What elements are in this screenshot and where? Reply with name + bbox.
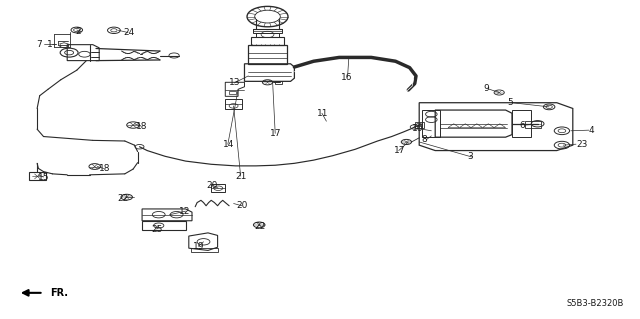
Text: 2: 2 <box>76 27 81 36</box>
Text: 15: 15 <box>38 173 50 182</box>
Text: 13: 13 <box>229 78 241 87</box>
Text: 5: 5 <box>508 98 513 107</box>
Text: 19: 19 <box>193 242 205 251</box>
Text: 20: 20 <box>237 201 248 210</box>
Text: 25: 25 <box>152 225 163 234</box>
Text: 17: 17 <box>394 146 405 155</box>
Text: 23: 23 <box>576 140 588 149</box>
Text: S5B3-B2320B: S5B3-B2320B <box>566 299 624 308</box>
Text: 1: 1 <box>47 40 52 48</box>
Text: 21: 21 <box>236 172 247 181</box>
Text: 18: 18 <box>99 164 111 173</box>
Text: 7: 7 <box>36 40 42 48</box>
Text: 3: 3 <box>467 152 473 161</box>
Text: 12: 12 <box>179 207 191 216</box>
Text: 14: 14 <box>223 140 234 149</box>
Text: 22: 22 <box>255 222 266 231</box>
Text: 20: 20 <box>207 181 218 189</box>
Text: 18: 18 <box>136 122 148 130</box>
Text: 6: 6 <box>520 121 525 130</box>
Text: 9: 9 <box>483 84 489 93</box>
Text: 11: 11 <box>317 109 328 118</box>
Text: 22: 22 <box>117 194 129 203</box>
Text: 24: 24 <box>123 28 134 37</box>
Text: 4: 4 <box>589 126 595 135</box>
Text: 10: 10 <box>412 124 423 133</box>
Text: 16: 16 <box>341 73 353 82</box>
Text: FR.: FR. <box>50 288 68 298</box>
Text: 17: 17 <box>270 129 282 138</box>
Text: 8: 8 <box>421 135 427 144</box>
